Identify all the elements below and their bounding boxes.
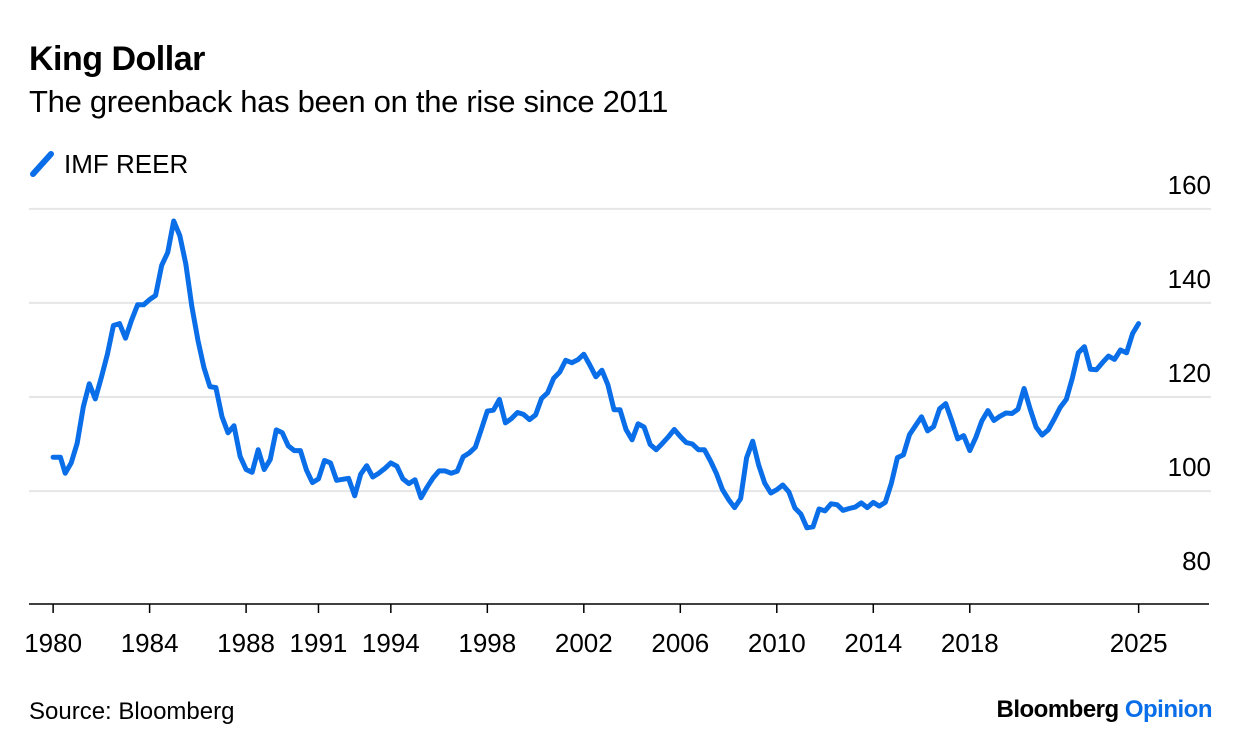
legend-swatch-line <box>30 151 54 177</box>
x-tick-label-1994: 1994 <box>362 628 420 658</box>
x-tick-label-1991: 1991 <box>290 628 348 658</box>
x-tick-label-1988: 1988 <box>217 628 275 658</box>
y-tick-label-80: 80 <box>1182 546 1211 576</box>
x-tick-label-2025: 2025 <box>1110 628 1168 658</box>
y-tick-label-100: 100 <box>1168 452 1211 482</box>
x-tick-label-1984: 1984 <box>121 628 179 658</box>
x-tick-label-1980: 1980 <box>24 628 82 658</box>
y-tick-label-120: 120 <box>1168 358 1211 388</box>
x-tick-label-2006: 2006 <box>651 628 709 658</box>
brand-section: Opinion <box>1124 696 1213 723</box>
legend: IMF REER <box>29 148 188 180</box>
x-tick-label-1998: 1998 <box>458 628 516 658</box>
x-tick-label-2014: 2014 <box>844 628 902 658</box>
y-tick-label-140: 140 <box>1168 264 1211 294</box>
brand-logo: Bloomberg Opinion <box>997 696 1213 724</box>
chart-title: King Dollar <box>29 40 205 78</box>
x-tick-label-2010: 2010 <box>748 628 806 658</box>
chart-subtitle: The greenback has been on the rise since… <box>29 84 669 119</box>
x-tick-label-2018: 2018 <box>941 628 999 658</box>
source-note: Source: Bloomberg <box>29 698 235 725</box>
brand-name: Bloomberg <box>996 696 1120 723</box>
x-tick-label-2002: 2002 <box>555 628 613 658</box>
legend-label: IMF REER <box>64 148 189 179</box>
series-line-imf-reer <box>50 218 1142 531</box>
legend-swatch-icon <box>30 151 54 177</box>
y-tick-label-160: 160 <box>1168 170 1211 200</box>
